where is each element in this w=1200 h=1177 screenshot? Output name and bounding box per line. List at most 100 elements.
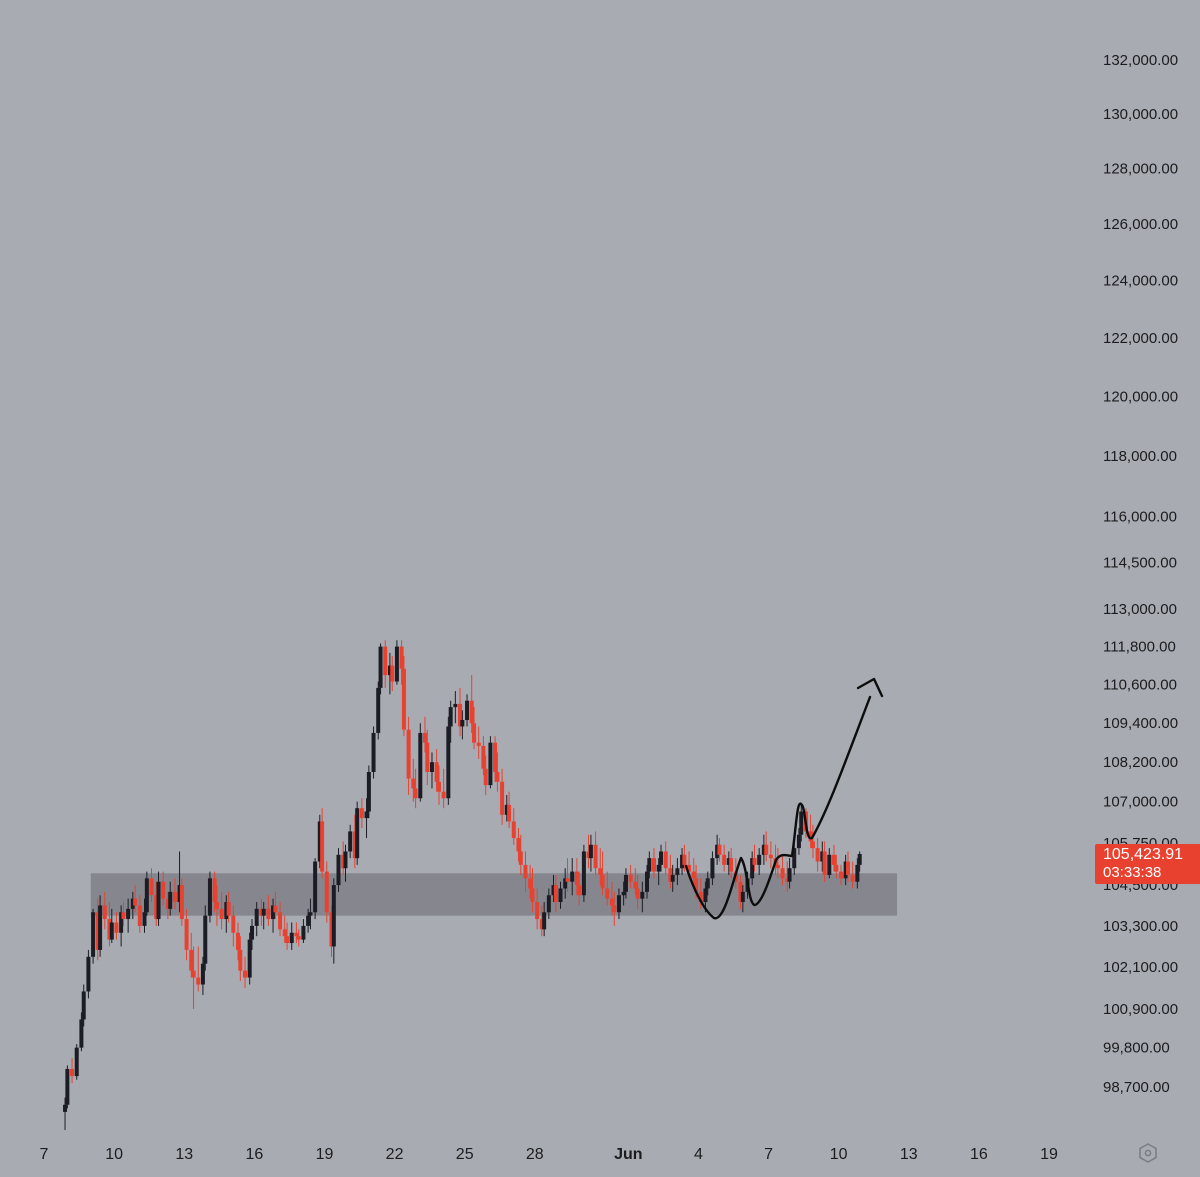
- candle-body: [470, 701, 474, 724]
- candle: [430, 752, 434, 788]
- candle-body: [306, 916, 310, 926]
- candle: [446, 717, 450, 805]
- candle-body: [605, 888, 609, 898]
- candle: [458, 688, 462, 736]
- candle-body: [851, 875, 855, 882]
- candle: [390, 656, 394, 691]
- candle: [383, 640, 387, 688]
- candle-body: [138, 905, 142, 925]
- candle-body: [70, 1069, 74, 1076]
- candle-body: [157, 882, 161, 919]
- candle-body: [582, 851, 586, 895]
- candle-body: [325, 872, 329, 913]
- candle-body: [692, 872, 696, 879]
- candle-body: [671, 875, 675, 882]
- candle-body: [477, 743, 481, 746]
- settings-hexagon-icon[interactable]: [1138, 1142, 1158, 1164]
- candle-body: [297, 936, 301, 939]
- candle-body: [781, 868, 785, 878]
- candle: [294, 922, 298, 943]
- candle: [418, 723, 422, 801]
- candle-body: [367, 772, 371, 812]
- candle-body: [227, 902, 231, 916]
- candle-body: [121, 912, 125, 919]
- candle-body: [612, 905, 616, 912]
- candle: [70, 1058, 74, 1083]
- candle-body: [797, 835, 801, 848]
- candle: [376, 682, 380, 740]
- candle-body: [554, 885, 558, 902]
- candle: [395, 640, 399, 684]
- candle-body: [372, 733, 376, 772]
- candle-body: [390, 666, 394, 682]
- candle: [507, 792, 511, 828]
- candle-body: [201, 964, 205, 985]
- candle-body: [617, 895, 621, 912]
- time-axis-label: 22: [386, 1146, 404, 1163]
- candle-body: [858, 854, 862, 865]
- candle: [348, 825, 352, 858]
- time-axis[interactable]: 7 10 13 16 19 22 25 28 Jun 4 7 10 13 16 19: [40, 1146, 1058, 1163]
- candle-body: [659, 851, 663, 864]
- candle-body: [559, 888, 563, 902]
- candle-body: [528, 878, 532, 888]
- candle-body: [402, 669, 406, 730]
- candle-body: [855, 865, 859, 882]
- candle-body: [839, 872, 843, 879]
- price-axis-label: 132,000.00: [1103, 52, 1178, 69]
- candle-body: [827, 855, 831, 875]
- candle-body: [215, 902, 219, 909]
- candle-body: [348, 831, 352, 851]
- candle: [477, 726, 481, 758]
- candle: [722, 845, 726, 872]
- price-axis-label: 120,000.00: [1103, 389, 1178, 406]
- candle-body: [273, 905, 277, 912]
- candle-body: [395, 647, 399, 682]
- time-axis-label: 16: [970, 1146, 988, 1163]
- candle-body: [652, 858, 656, 871]
- candle-body: [624, 875, 628, 892]
- candle-body: [706, 878, 710, 888]
- candle-body: [82, 991, 86, 1019]
- price-axis-label: 111,800.00: [1103, 639, 1176, 656]
- candle-body: [308, 912, 312, 915]
- candle-body: [283, 929, 287, 936]
- candle-body: [430, 762, 434, 772]
- candle-body: [143, 912, 147, 926]
- candle-body: [636, 888, 640, 898]
- candle-body: [379, 647, 383, 688]
- candle-body: [629, 875, 633, 882]
- candle-body: [213, 878, 217, 902]
- time-axis-label: 7: [764, 1146, 773, 1163]
- price-axis[interactable]: 132,000.00 130,000.00 128,000.00 126,000.00…: [1103, 52, 1178, 1096]
- candle-body: [285, 936, 289, 943]
- candle: [196, 946, 200, 991]
- candle-body: [294, 933, 298, 936]
- candle-body: [799, 812, 803, 835]
- candle-body: [383, 647, 387, 676]
- price-axis-label: 107,000.00: [1103, 794, 1178, 811]
- candle-body: [400, 647, 404, 669]
- candle-body: [185, 919, 189, 950]
- candle: [360, 798, 364, 828]
- time-axis-label: Jun: [614, 1146, 642, 1163]
- candle-body: [788, 868, 792, 881]
- candle: [301, 919, 305, 943]
- candle-body: [437, 782, 441, 792]
- candle-body: [488, 743, 492, 785]
- candle-body: [180, 885, 184, 919]
- time-axis-label: 19: [1040, 1146, 1058, 1163]
- candle: [332, 878, 336, 963]
- candle-body: [423, 733, 427, 743]
- candle-body: [622, 892, 626, 895]
- candle-body: [594, 845, 598, 868]
- candle-body: [65, 1069, 69, 1105]
- price-axis-label: 109,400.00: [1103, 715, 1178, 732]
- candle-body: [675, 868, 679, 875]
- candle-body: [598, 868, 602, 875]
- candle: [414, 769, 418, 808]
- price-axis-label: 108,200.00: [1103, 754, 1178, 771]
- candle-body: [816, 848, 820, 861]
